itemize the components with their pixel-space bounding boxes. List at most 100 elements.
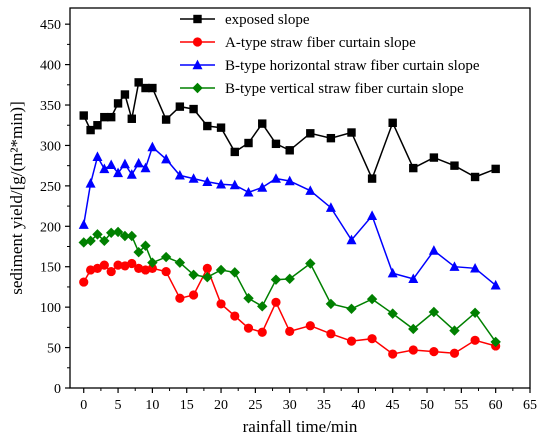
y-tick-label: 250 — [40, 180, 61, 195]
data-point — [470, 335, 480, 345]
data-point — [429, 153, 439, 162]
data-point — [119, 230, 131, 242]
data-point — [92, 229, 103, 240]
data-point — [93, 121, 102, 130]
x-tick-label: 5 — [115, 398, 122, 413]
x-tick-label: 45 — [386, 398, 400, 413]
y-tick-label: 0 — [54, 382, 61, 397]
data-point — [120, 90, 130, 99]
data-point — [113, 260, 123, 270]
data-point — [326, 133, 336, 143]
data-point — [387, 308, 398, 319]
data-point — [346, 234, 357, 245]
data-point — [387, 267, 398, 278]
x-tick-label: 65 — [523, 398, 537, 413]
y-tick-label: 450 — [40, 18, 61, 33]
data-point — [429, 347, 439, 357]
data-point — [86, 125, 95, 135]
data-point — [347, 128, 356, 137]
data-point — [305, 258, 316, 269]
x-axis-title: rainfall time/min — [243, 417, 358, 436]
series-1 — [79, 78, 500, 183]
data-point — [92, 151, 103, 161]
data-point — [469, 307, 481, 319]
legend-marker — [192, 37, 203, 47]
plot-frame — [69, 7, 531, 389]
data-point — [449, 348, 460, 358]
x-tick-label: 20 — [214, 398, 228, 413]
legend-label: exposed slope — [225, 12, 310, 28]
data-point — [491, 164, 500, 174]
data-point — [346, 336, 357, 346]
data-point — [133, 157, 144, 168]
data-point — [140, 265, 151, 275]
data-point — [346, 303, 357, 314]
data-point — [449, 261, 460, 271]
data-point — [85, 178, 96, 188]
data-point — [449, 325, 460, 336]
data-point — [202, 272, 213, 283]
data-point — [408, 323, 419, 335]
data-point — [270, 274, 282, 285]
data-point — [113, 99, 123, 108]
data-point — [271, 297, 281, 307]
data-point — [188, 290, 199, 300]
data-point — [202, 176, 213, 187]
series-group — [78, 78, 501, 359]
data-point — [100, 112, 109, 122]
y-tick-label: 100 — [40, 301, 61, 316]
data-point — [85, 235, 96, 247]
data-point — [366, 293, 378, 305]
data-point — [148, 83, 157, 93]
data-point — [408, 273, 419, 284]
data-point — [216, 299, 226, 309]
legend-item-2: A-type straw fiber curtain slope — [180, 35, 416, 51]
data-point — [270, 173, 281, 183]
data-point — [85, 265, 96, 275]
x-tick-label: 15 — [180, 398, 194, 413]
y-axis-title: sediment yield/[g/(m²*min)] — [7, 101, 26, 294]
data-point — [367, 334, 377, 344]
data-point — [147, 257, 158, 268]
data-point — [490, 336, 501, 348]
data-point — [78, 219, 89, 229]
y-tick-label: 400 — [40, 59, 61, 74]
data-point — [243, 323, 254, 333]
data-point — [230, 147, 239, 157]
data-point — [229, 179, 240, 190]
data-point — [325, 298, 337, 310]
data-point — [79, 277, 89, 287]
data-point — [188, 173, 199, 183]
y-tick-label: 50 — [47, 342, 61, 357]
x-tick-label: 35 — [317, 398, 331, 413]
data-point — [216, 178, 227, 189]
x-tick-label: 0 — [80, 398, 87, 413]
data-point — [161, 153, 172, 164]
y-tick-label: 150 — [40, 261, 61, 276]
axes: 0 5 10 15 20 25 30 35 40 45 50 55 60 65 0 50 100 150 200 25… — [40, 7, 537, 413]
data-point — [105, 227, 117, 238]
data-point — [161, 115, 171, 124]
data-point — [140, 240, 151, 251]
legend-label: B-type horizontal straw fiber curtain sl… — [225, 58, 480, 74]
data-point — [367, 174, 377, 183]
data-point — [215, 264, 227, 276]
series-3 — [78, 141, 501, 290]
data-point — [243, 293, 254, 304]
data-point — [134, 263, 144, 273]
data-point — [99, 260, 109, 270]
data-point — [428, 306, 440, 318]
data-point — [428, 245, 439, 255]
x-tick-label: 30 — [283, 398, 297, 413]
data-point — [174, 169, 185, 180]
data-point — [126, 169, 137, 179]
series-2 — [79, 258, 501, 359]
data-point — [106, 266, 116, 277]
data-point — [305, 321, 315, 331]
data-point — [141, 83, 150, 93]
data-point — [119, 158, 130, 169]
data-point — [284, 273, 295, 285]
legend-label: A-type straw fiber curtain slope — [225, 35, 416, 51]
data-point — [388, 349, 398, 359]
